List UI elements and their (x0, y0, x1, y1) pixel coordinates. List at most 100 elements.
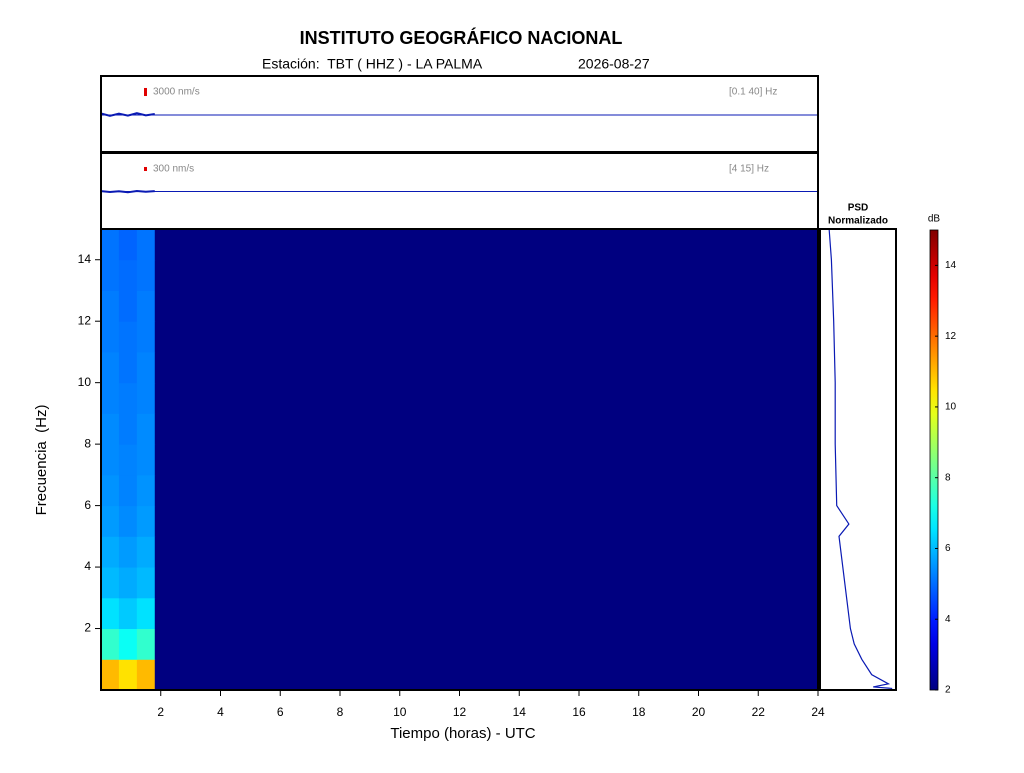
heatmap-cell (101, 505, 120, 537)
heatmap-cell (154, 382, 819, 414)
heatmap-cell (154, 290, 819, 322)
heatmap-cell (118, 259, 138, 291)
colorbar-tick-label: 12 (945, 331, 957, 342)
x-tick-label: 8 (337, 705, 344, 719)
colorbar-tick-label: 10 (945, 402, 957, 413)
x-tick-label: 10 (393, 705, 407, 719)
heatmap-cell (154, 444, 819, 476)
psd-line (828, 228, 893, 690)
heatmap-cell (136, 321, 156, 353)
heatmap-cell (118, 321, 138, 353)
heatmap-cell (101, 474, 120, 507)
station: Estación: TBT ( HHZ ) - LA PALMA (262, 56, 483, 72)
date: 2026-08-27 (578, 56, 650, 72)
psd-frame (819, 228, 897, 691)
heatmap-cell (101, 229, 120, 261)
heatmap-cell (154, 229, 819, 261)
heatmap-cell (101, 413, 120, 445)
heatmap-cell (101, 597, 120, 630)
filter-label: [0.1 40] Hz (729, 87, 777, 98)
scale-label: 3000 nm/s (153, 87, 200, 98)
heatmap-cell (154, 413, 819, 445)
heatmap-cell (101, 259, 120, 291)
y-tick-label: 2 (84, 621, 91, 635)
colorbar-tick-label: 8 (945, 472, 951, 483)
heatmap-cell (136, 413, 156, 445)
heatmap-cell (118, 659, 138, 691)
heatmap-cell (136, 567, 156, 599)
heatmap-cell (101, 290, 120, 322)
colorbar-label: dB (928, 214, 941, 225)
psd-subtitle: Normalizado (828, 216, 888, 227)
x-tick-label: 24 (811, 705, 825, 719)
heatmap-cell (118, 474, 138, 507)
scale-bar (144, 87, 147, 97)
heatmap-cell (154, 474, 819, 507)
trace-line (100, 189, 155, 194)
heatmap-cell (118, 567, 138, 599)
heatmap-cell (154, 628, 819, 660)
x-tick-label: 6 (277, 705, 284, 719)
y-tick-label: 10 (78, 375, 92, 389)
heatmap-cell (118, 597, 138, 630)
heatmap-cell (154, 567, 819, 599)
heatmap-cell (154, 259, 819, 291)
heatmap-cell (101, 659, 120, 691)
heatmap-cell (118, 229, 138, 261)
heatmap-cell (136, 536, 156, 568)
heatmap-cell (136, 628, 156, 660)
heatmap-cell (136, 505, 156, 537)
heatmap-cell (101, 321, 120, 353)
colorbar-tick-label: 4 (945, 614, 951, 625)
heatmap-cell (154, 659, 819, 691)
y-axis-label: Frecuencia (Hz) (33, 405, 50, 516)
x-tick-label: 12 (453, 705, 467, 719)
filter-label: [4 15] Hz (729, 164, 769, 175)
trace-line (100, 112, 155, 117)
heatmap-cell (118, 536, 138, 568)
heatmap-cell (118, 444, 138, 476)
heatmap-cell (154, 536, 819, 568)
heatmap-cell (118, 382, 138, 414)
y-tick-label: 4 (84, 559, 91, 573)
x-tick-label: 4 (217, 705, 224, 719)
panel-frame (100, 75, 819, 153)
y-tick-label: 8 (84, 436, 91, 450)
heatmap-cell (101, 567, 120, 599)
psd-title: PSD (848, 203, 869, 214)
heatmap-cell (101, 382, 120, 414)
heatmap-cell (101, 351, 120, 384)
heatmap-cell (136, 229, 156, 261)
y-tick-label: 6 (84, 498, 91, 512)
x-tick-label: 20 (692, 705, 706, 719)
colorbar-tick-label: 14 (945, 260, 957, 271)
heatmap-cell (101, 444, 120, 476)
heatmap-cell (136, 597, 156, 630)
scale-label: 300 nm/s (153, 164, 194, 175)
heatmap-cell (136, 382, 156, 414)
heatmap-cell (118, 505, 138, 537)
heatmap-cell (101, 536, 120, 568)
heatmap-cell (118, 290, 138, 322)
heatmap-cell (136, 474, 156, 507)
heatmap-cell (136, 659, 156, 691)
colorbar-tick-label: 2 (945, 685, 951, 696)
heatmap-cell (118, 413, 138, 445)
heatmap-cell (136, 259, 156, 291)
heatmap-cell (136, 444, 156, 476)
x-tick-label: 14 (513, 705, 527, 719)
heatmap-cell (136, 290, 156, 322)
scale-bar (144, 166, 147, 172)
x-tick-label: 22 (752, 705, 766, 719)
x-tick-label: 16 (572, 705, 586, 719)
heatmap-cell (101, 628, 120, 660)
y-tick-label: 12 (78, 313, 92, 327)
heatmap-cell (118, 351, 138, 384)
heatmap-cell (154, 505, 819, 537)
heatmap-cell (154, 321, 819, 353)
heatmap-cell (154, 597, 819, 630)
x-tick-label: 2 (157, 705, 164, 719)
chart-title: INSTITUTO GEOGRÁFICO NACIONAL (300, 27, 623, 48)
